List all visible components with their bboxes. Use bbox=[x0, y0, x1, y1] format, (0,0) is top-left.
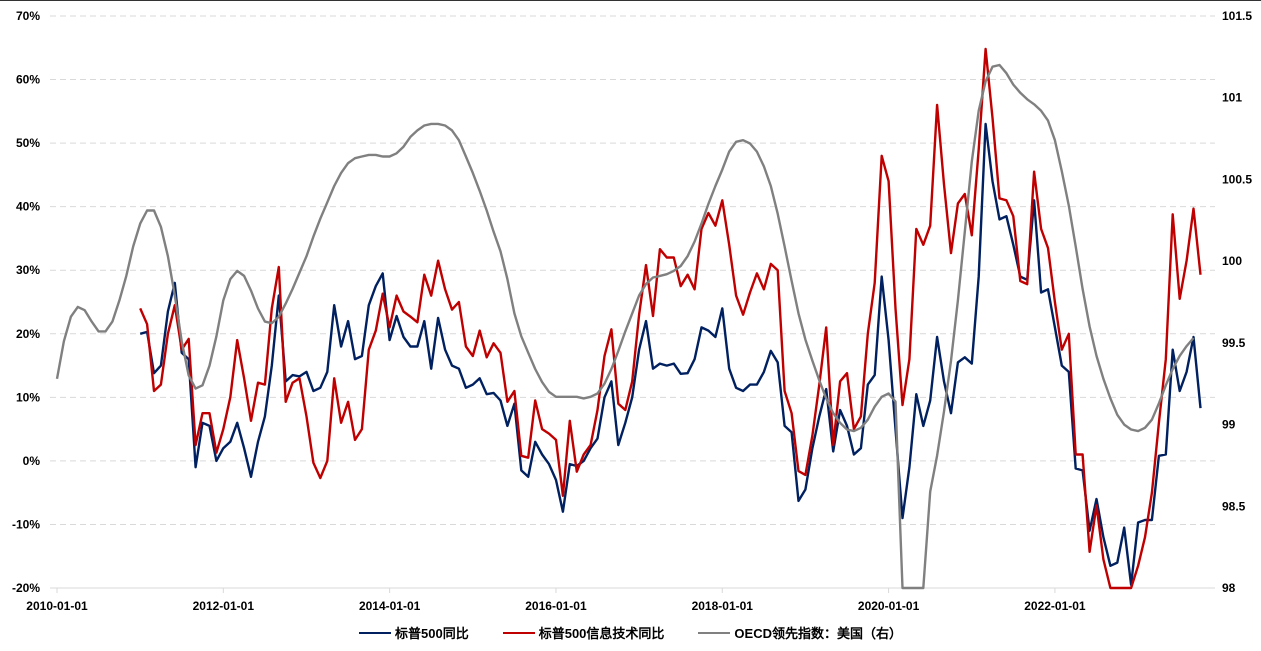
x-tick-label: 2014-01-01 bbox=[359, 599, 421, 613]
legend-item-sp500: 标普500同比 bbox=[359, 623, 469, 642]
left-tick-label: 30% bbox=[16, 263, 40, 277]
left-tick-label: 0% bbox=[23, 454, 41, 468]
left-tick-label: 20% bbox=[16, 327, 40, 341]
legend: 标普500同比 标普500信息技术同比 OECD领先指数：美国（右） bbox=[0, 623, 1261, 642]
x-tick-label: 2018-01-01 bbox=[692, 599, 754, 613]
right-tick-label: 100 bbox=[1222, 254, 1242, 268]
series-line-0 bbox=[139, 122, 1202, 586]
series-line-2 bbox=[55, 63, 1195, 590]
left-tick-label: 70% bbox=[16, 9, 40, 23]
left-tick-label: -10% bbox=[12, 517, 40, 531]
left-tick-label: 50% bbox=[16, 136, 40, 150]
right-tick-label: 101.5 bbox=[1222, 9, 1252, 23]
legend-swatch bbox=[698, 631, 731, 634]
left-tick-label: -20% bbox=[12, 581, 40, 595]
legend-item-sp500-it: 标普500信息技术同比 bbox=[502, 623, 665, 642]
x-tick-label: 2020-01-01 bbox=[858, 599, 920, 613]
right-tick-label: 99.5 bbox=[1222, 336, 1246, 350]
legend-swatch bbox=[359, 631, 392, 634]
right-tick-label: 98.5 bbox=[1222, 499, 1246, 513]
legend-label: OECD领先指数：美国（右） bbox=[734, 626, 902, 641]
right-tick-label: 98 bbox=[1222, 581, 1236, 595]
x-tick-label: 2016-01-01 bbox=[525, 599, 587, 613]
legend-swatch bbox=[502, 631, 535, 634]
right-tick-label: 99 bbox=[1222, 418, 1236, 432]
x-tick-label: 2022-01-01 bbox=[1024, 599, 1086, 613]
left-tick-label: 10% bbox=[16, 390, 40, 404]
left-tick-label: 60% bbox=[16, 73, 40, 87]
left-tick-label: 40% bbox=[16, 200, 40, 214]
series-line-1 bbox=[139, 47, 1202, 590]
legend-label: 标普500信息技术同比 bbox=[538, 626, 665, 641]
right-tick-label: 101 bbox=[1222, 91, 1242, 105]
x-tick-label: 2010-01-01 bbox=[26, 599, 88, 613]
legend-item-oecd: OECD领先指数：美国（右） bbox=[698, 623, 902, 642]
legend-label: 标普500同比 bbox=[395, 626, 469, 641]
line-chart: -20% -10% 0% 10% 20% 30% 40% 50% 60% 70% 98 98.5 99 9… bbox=[12, 9, 1252, 613]
right-tick-label: 100.5 bbox=[1222, 172, 1252, 186]
x-tick-label: 2012-01-01 bbox=[193, 599, 255, 613]
